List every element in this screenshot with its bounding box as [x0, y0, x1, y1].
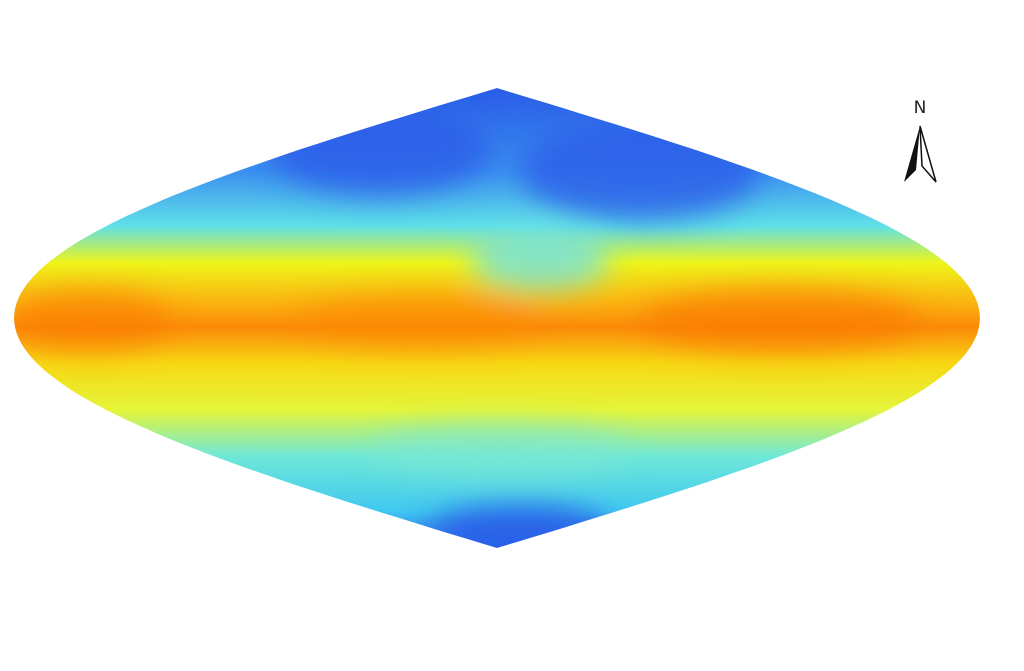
- north-label: N: [913, 98, 927, 118]
- north-arrow-icon: [904, 125, 937, 183]
- north-arrow: N: [898, 98, 942, 188]
